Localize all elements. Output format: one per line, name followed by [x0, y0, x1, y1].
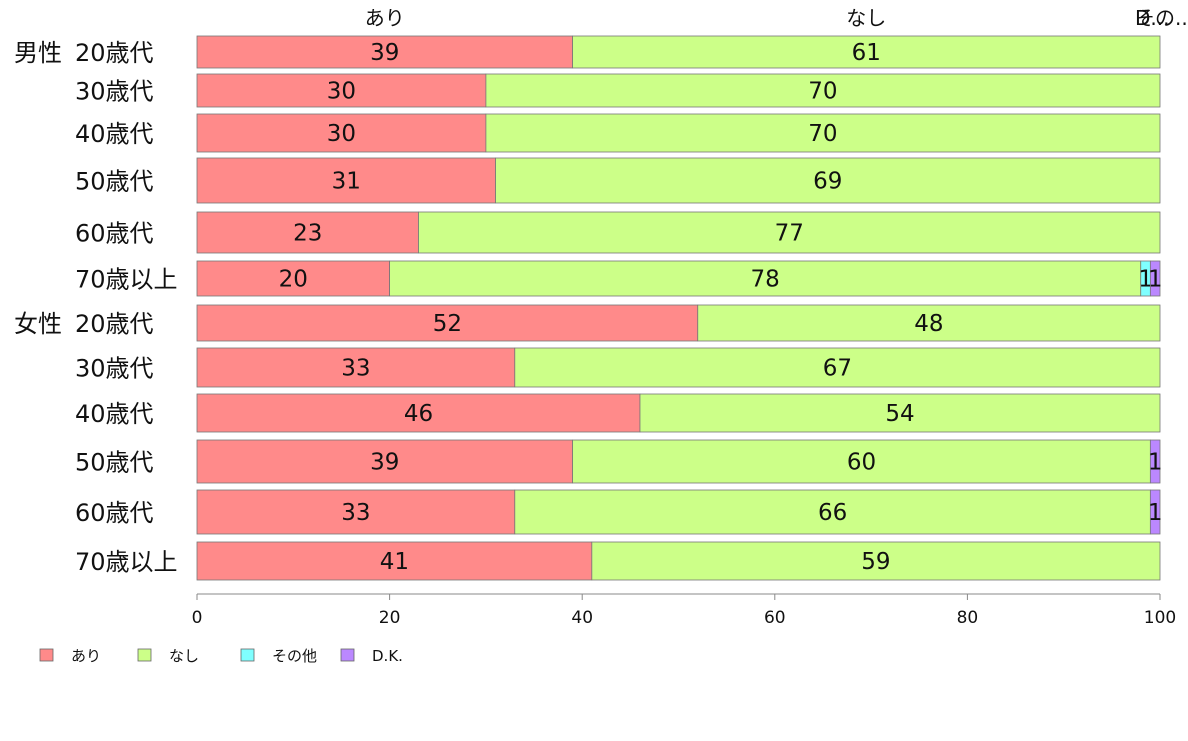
- data-label: 66: [818, 500, 847, 526]
- data-label: 20: [279, 267, 308, 293]
- data-label: 69: [813, 169, 842, 195]
- category-label: 40歳代: [75, 400, 154, 428]
- bar-segment: [485, 73, 1161, 108]
- data-label: 1: [1138, 267, 1153, 293]
- bar-segment: [196, 347, 516, 388]
- category-label: 30歳代: [75, 355, 154, 383]
- bar-segment: [572, 439, 1151, 484]
- bar-segment: [485, 113, 1161, 153]
- bar-segment: [196, 541, 593, 581]
- legend-label: その他: [272, 647, 317, 665]
- data-label: 41: [380, 549, 409, 575]
- category-label: 30歳代: [75, 78, 154, 106]
- data-label: 77: [775, 221, 804, 247]
- bar-segment: [1149, 489, 1161, 535]
- data-label: 39: [370, 40, 399, 66]
- series-top-label: なし: [846, 6, 886, 30]
- series-top-label: その...: [1135, 6, 1188, 30]
- legend-label: あり: [71, 647, 101, 665]
- data-label: 67: [823, 356, 852, 382]
- bar-segment: [196, 489, 516, 535]
- data-label: 1: [1148, 450, 1163, 476]
- bar-segment: [196, 113, 487, 153]
- data-label: 78: [751, 267, 780, 293]
- legend-swatch: [340, 648, 355, 662]
- data-label: 70: [808, 121, 837, 147]
- data-label: 39: [370, 450, 399, 476]
- series-top-label: あり: [365, 6, 405, 30]
- legend-label: D.K.: [372, 647, 403, 665]
- data-label: 23: [293, 221, 322, 247]
- category-label: 60歳代: [75, 220, 154, 248]
- bar-segment: [196, 304, 699, 342]
- bar-segment: [697, 304, 1161, 342]
- bar-segment: [196, 393, 641, 433]
- data-label: 33: [341, 500, 370, 526]
- legend-swatch: [240, 648, 255, 662]
- category-label: 70歳以上: [75, 266, 178, 294]
- data-label: 70: [808, 79, 837, 105]
- group-label: 男性: [14, 39, 62, 67]
- data-label: 52: [433, 311, 462, 337]
- legend-swatch: [39, 648, 54, 662]
- category-label: 20歳代: [75, 39, 154, 67]
- bar-segment: [572, 35, 1161, 69]
- category-label: 50歳代: [75, 168, 154, 196]
- data-label: 61: [852, 40, 881, 66]
- data-label: 46: [404, 401, 433, 427]
- bar-segment: [196, 439, 573, 484]
- bar-segment: [1149, 439, 1161, 484]
- data-label: 30: [327, 121, 356, 147]
- data-label: 54: [885, 401, 914, 427]
- x-tick-label: 20: [379, 608, 401, 628]
- data-label: 60: [847, 450, 876, 476]
- bar-segment: [196, 157, 496, 204]
- data-label: 30: [327, 79, 356, 105]
- category-label: 60歳代: [75, 499, 154, 527]
- legend-label: なし: [169, 647, 199, 665]
- bar-segment: [495, 157, 1161, 204]
- x-tick-label: 100: [1144, 608, 1176, 628]
- data-label: 59: [861, 549, 890, 575]
- x-tick-label: 40: [571, 608, 593, 628]
- data-label: 31: [332, 169, 361, 195]
- bar-segment: [196, 35, 573, 69]
- x-tick-label: 80: [957, 608, 979, 628]
- bar-segment: [418, 211, 1161, 254]
- group-label: 女性: [14, 310, 62, 338]
- data-label: 1: [1148, 267, 1163, 293]
- x-tick-label: 0: [192, 608, 203, 628]
- data-label: 48: [914, 311, 943, 337]
- bar-segment: [196, 73, 487, 108]
- series-top-label: D...: [1135, 6, 1169, 30]
- category-label: 40歳代: [75, 120, 154, 148]
- bar-segment: [591, 541, 1161, 581]
- data-label: 1: [1148, 500, 1163, 526]
- category-label: 70歳以上: [75, 548, 178, 576]
- category-label: 50歳代: [75, 449, 154, 477]
- bar-segment: [514, 489, 1151, 535]
- bar-segment: [1149, 260, 1161, 297]
- bar-segment: [196, 211, 419, 254]
- bar-segment: [639, 393, 1161, 433]
- data-label: 33: [341, 356, 370, 382]
- bar-segment: [389, 260, 1142, 297]
- x-tick-label: 60: [764, 608, 786, 628]
- legend-swatch: [137, 648, 152, 662]
- bar-segment: [514, 347, 1161, 388]
- category-label: 20歳代: [75, 310, 154, 338]
